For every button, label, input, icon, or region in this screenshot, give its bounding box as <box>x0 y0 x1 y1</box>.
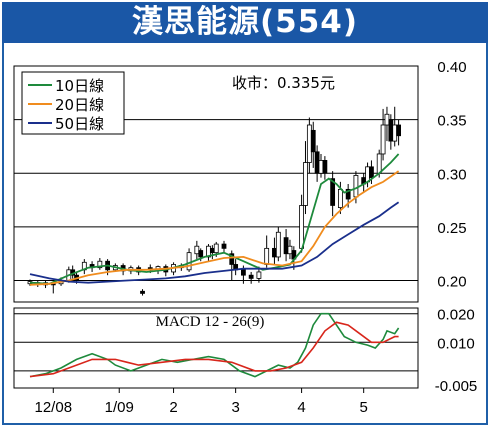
candle-body-54 <box>376 153 382 174</box>
candle-body-56 <box>384 113 390 126</box>
candle-body-40 <box>299 205 305 249</box>
candle-body-36 <box>275 231 281 258</box>
macd-ytick-1: 0.010 <box>437 335 475 352</box>
candle-body-10 <box>97 260 103 269</box>
main-ytick-3: 0.25 <box>437 220 466 237</box>
xtick-label-4: 4 <box>297 399 305 416</box>
candle-body-53 <box>369 166 374 178</box>
legend-label-0: 10日線 <box>55 77 104 95</box>
macd-panel-border <box>13 307 419 389</box>
candle-body-49 <box>345 188 351 200</box>
main-panel-border <box>13 65 419 303</box>
candle-body-52 <box>365 166 370 183</box>
candle-body-16 <box>140 290 145 294</box>
ma-line-2 <box>29 201 400 284</box>
xtick-label-0: 12/08 <box>35 399 73 416</box>
candle-body-27 <box>213 243 219 254</box>
macd-ytick-2: -0.005 <box>435 378 478 395</box>
macd-line-1 <box>29 321 399 378</box>
candle-body-26 <box>209 247 215 254</box>
candle-body-58 <box>392 124 398 142</box>
macd-ytick-0: 0.020 <box>437 307 475 324</box>
close-price-annotation: 收市：0.335元 <box>232 74 335 92</box>
candle-body-50 <box>353 175 359 198</box>
title-bar: 漢思能源(554) <box>2 2 488 43</box>
candle-body-31 <box>240 269 246 276</box>
candle-body-34 <box>264 247 270 265</box>
main-ytick-0: 0.40 <box>437 59 466 76</box>
chart-title: 漢思能源(554) <box>131 4 359 40</box>
candle-body-23 <box>194 245 200 255</box>
candle-body-44 <box>314 151 320 174</box>
candle-body-46 <box>322 159 328 174</box>
main-ytick-1: 0.35 <box>437 113 466 130</box>
candle-body-57 <box>388 119 394 142</box>
candle-body-29 <box>229 253 235 265</box>
candle-body-38 <box>287 245 293 255</box>
xtick-label-1: 1/09 <box>105 399 134 416</box>
candle-body-48 <box>337 188 343 208</box>
macd-title: MACD 12 - 26(9) <box>156 314 265 330</box>
candle-body-47 <box>330 178 336 206</box>
candle-body-45 <box>318 159 324 174</box>
candle-body-42 <box>306 124 312 163</box>
candle-body-32 <box>248 274 254 279</box>
candle-body-37 <box>283 237 289 255</box>
legend-label-2: 50日線 <box>55 115 104 133</box>
legend-label-1: 20日線 <box>55 96 104 114</box>
xtick-label-3: 3 <box>231 399 239 416</box>
xtick-label-2: 2 <box>169 399 177 416</box>
candle-body-33 <box>256 271 262 279</box>
candle-body-35 <box>272 247 277 258</box>
candle-body-59 <box>396 124 402 137</box>
candle-body-55 <box>380 124 386 155</box>
main-ytick-4: 0.20 <box>437 274 466 291</box>
ma-line-1 <box>29 170 400 286</box>
candle-body-28 <box>221 243 227 249</box>
candle-body-41 <box>303 162 308 206</box>
candle-body-22 <box>186 252 192 271</box>
main-ytick-2: 0.30 <box>437 166 466 183</box>
candle-body-24 <box>198 250 204 258</box>
xtick-label-5: 5 <box>360 399 368 416</box>
candle-body-43 <box>310 129 316 153</box>
